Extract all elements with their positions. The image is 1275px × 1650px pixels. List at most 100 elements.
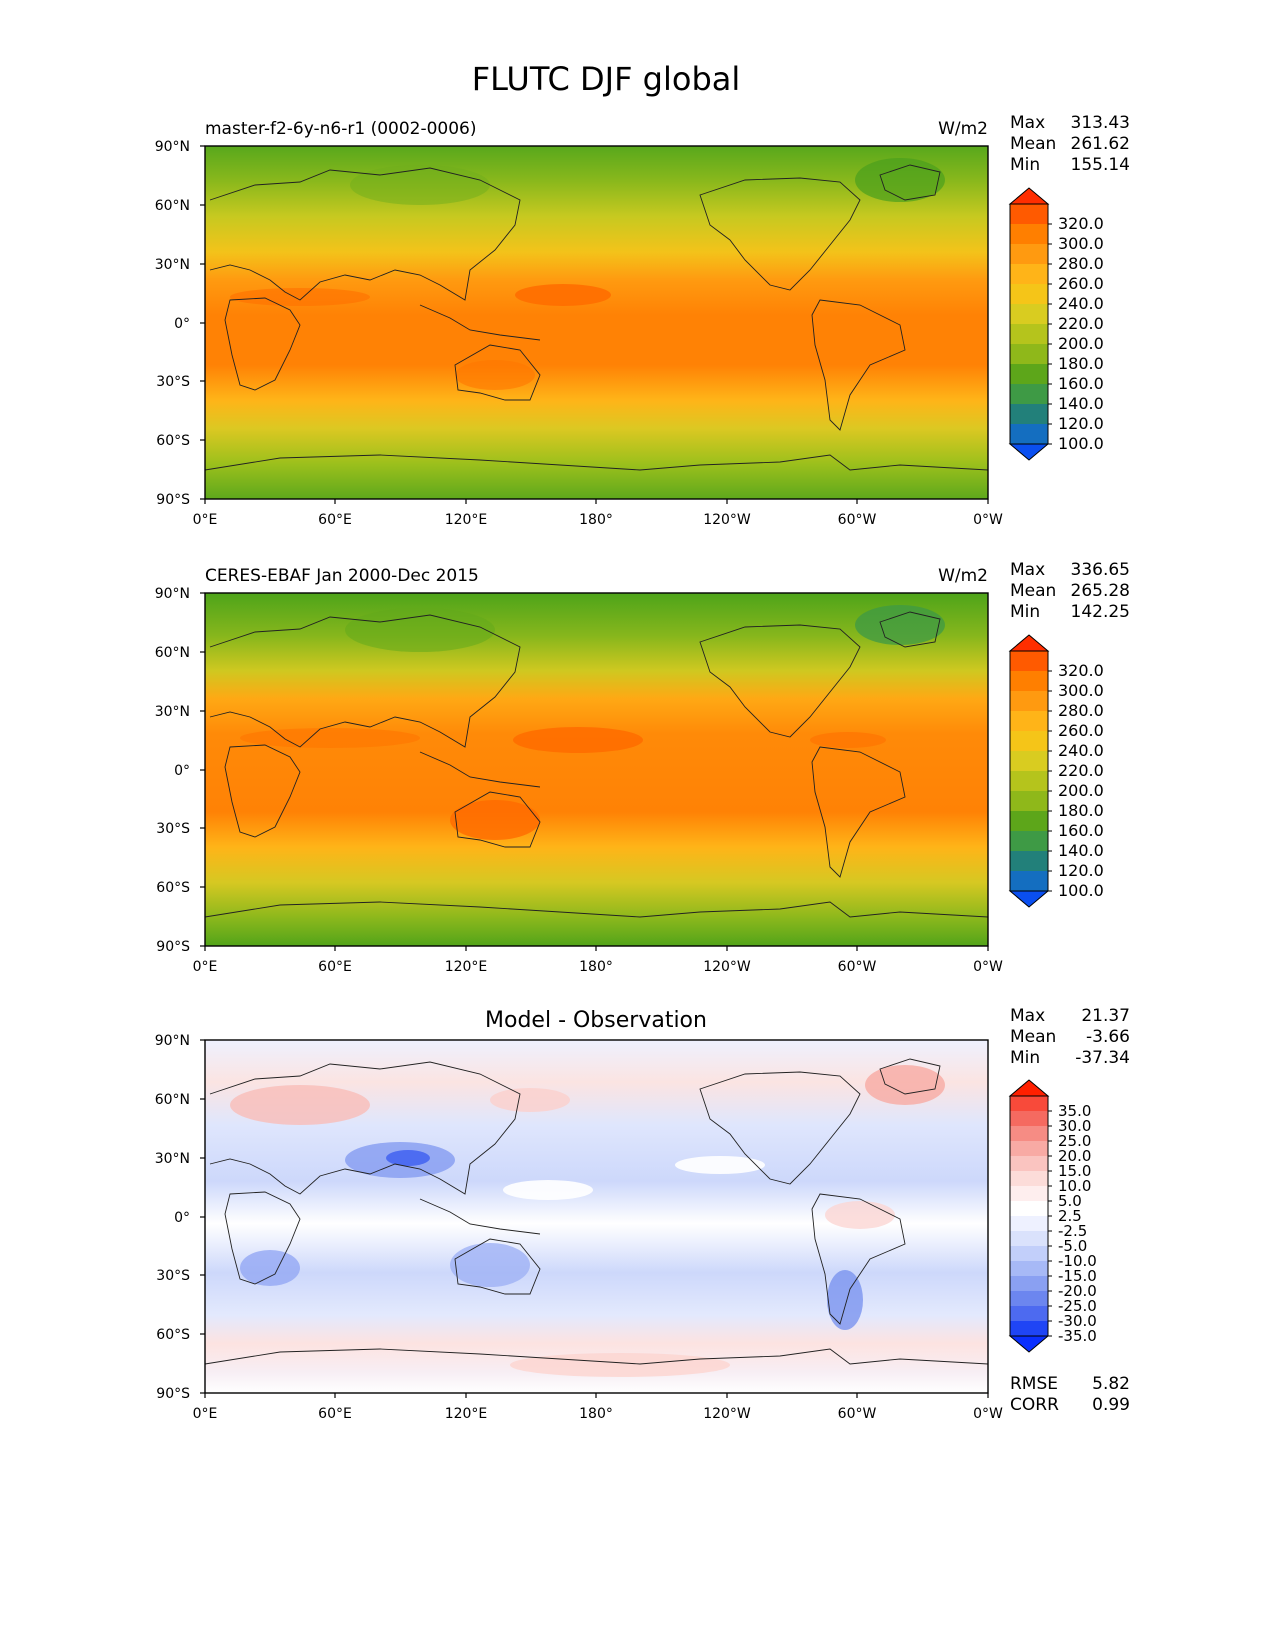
colorbar-tick-label: 100.0	[1058, 434, 1104, 453]
metrics-block: RMSE 5.82 CORR 0.99	[1010, 1374, 1130, 1415]
figure-title: FLUTC DJF global	[472, 60, 741, 98]
lon-tick-label: 120°W	[703, 512, 751, 528]
lat-tick-label: 60°N	[155, 645, 190, 661]
colorbar-segment	[1010, 264, 1048, 285]
colorbar-segment	[1010, 1096, 1048, 1112]
lat-tick-label: 30°S	[156, 821, 190, 837]
colorbar-tick-label: 200.0	[1058, 334, 1104, 353]
colorbar-segment	[1010, 384, 1048, 405]
lat-tick-label: 30°N	[155, 704, 190, 720]
colorbar-tick-label: 240.0	[1058, 741, 1104, 760]
colorbar-tick-label: 35.0	[1058, 1102, 1091, 1120]
colorbar-tick-label: -15.0	[1058, 1267, 1097, 1285]
colorbar-segment	[1010, 1276, 1048, 1292]
colorbar-tick-label: 160.0	[1058, 374, 1104, 393]
stat-mean-value: 265.28	[1071, 581, 1130, 601]
colorbar-segment	[1010, 404, 1048, 425]
colorbar-tick-label: 30.0	[1058, 1117, 1091, 1135]
panel-units: W/m2	[938, 566, 988, 586]
colorbar-segment	[1010, 1321, 1048, 1337]
lon-tick-label: 0°E	[193, 959, 218, 975]
stat-min-label: Min	[1010, 155, 1040, 175]
stat-mean-label: Mean	[1010, 581, 1056, 601]
lon-tick-label: 180°	[579, 512, 613, 528]
corr-label: CORR	[1010, 1395, 1059, 1415]
panel-difference: Model - Observation	[155, 1006, 1130, 1422]
colorbar-segment	[1010, 831, 1048, 852]
colorbar-extend-min	[1008, 443, 1050, 461]
lon-tick-label: 60°W	[838, 959, 877, 975]
lon-tick-label: 60°E	[318, 959, 352, 975]
lat-tick-label: 30°S	[156, 1268, 190, 1284]
lat-tick-label: 90°N	[155, 1033, 190, 1049]
coastlines	[204, 611, 989, 918]
stat-min-label: Min	[1010, 1048, 1040, 1068]
colorbar-tick-label: -20.0	[1058, 1282, 1097, 1300]
lon-tick-label: 60°W	[838, 512, 877, 528]
lat-tick-label: 30°N	[155, 1151, 190, 1167]
colorbar-tick-label: 320.0	[1058, 661, 1104, 680]
stat-mean-label: Mean	[1010, 134, 1056, 154]
lat-tick-label: 30°N	[155, 257, 190, 273]
colorbar-tick-label: 220.0	[1058, 761, 1104, 780]
lat-tick-label: 60°N	[155, 198, 190, 214]
colorbar-segment	[1010, 1246, 1048, 1262]
colorbar: 320.0300.0280.0260.0240.0220.0200.0180.0…	[1008, 187, 1104, 461]
colorbar-tick-label: -2.5	[1058, 1222, 1087, 1240]
colorbar-segment	[1010, 424, 1048, 445]
colorbar-tick-label: 140.0	[1058, 394, 1104, 413]
panel-observation: CERES-EBAF Jan 2000-Dec 2015 W/m2	[155, 560, 1130, 975]
colorbar-segment	[1010, 1186, 1048, 1202]
lon-tick-label: 60°E	[318, 512, 352, 528]
lat-tick-label: 60°S	[156, 880, 190, 896]
colorbar-tick-label: 120.0	[1058, 414, 1104, 433]
colorbar-extend-max	[1008, 1079, 1050, 1097]
lon-tick-label: 0°W	[973, 1406, 1003, 1422]
colorbar-tick-label: 180.0	[1058, 801, 1104, 820]
colorbar-tick-label: -25.0	[1058, 1297, 1097, 1315]
colorbar-segment	[1010, 1111, 1048, 1127]
colorbar-extend-max	[1008, 187, 1050, 205]
stats-block: Max 21.37 Mean -3.66 Min -37.34	[1010, 1006, 1130, 1068]
lat-tick-label: 60°N	[155, 1092, 190, 1108]
panel-left-title: master-f2-6y-n6-r1 (0002-0006)	[205, 119, 477, 139]
colorbar-segment	[1010, 731, 1048, 752]
lon-tick-label: 0°E	[193, 512, 218, 528]
colorbar-segment	[1010, 711, 1048, 732]
colorbar-segment	[1010, 244, 1048, 265]
colorbar-tick-label: 20.0	[1058, 1147, 1091, 1165]
colorbar-segment	[1010, 1171, 1048, 1187]
colorbar-segment	[1010, 691, 1048, 712]
colorbar-segment	[1010, 771, 1048, 792]
colorbar-segment	[1010, 1201, 1048, 1217]
panel-center-title: Model - Observation	[485, 1008, 707, 1033]
colorbar-tick-label: 320.0	[1058, 214, 1104, 233]
stat-max-label: Max	[1010, 560, 1045, 580]
colorbar-tick-label: 100.0	[1058, 881, 1104, 900]
lon-axis	[204, 1393, 989, 1398]
lat-axis	[200, 145, 205, 500]
lat-tick-label: 0°	[174, 316, 190, 332]
stat-max-label: Max	[1010, 113, 1045, 133]
colorbar: 320.0300.0280.0260.0240.0220.0200.0180.0…	[1008, 634, 1104, 908]
panel-left-title: CERES-EBAF Jan 2000-Dec 2015	[205, 566, 479, 586]
colorbar-tick-label: 280.0	[1058, 254, 1104, 273]
lat-tick-label: 90°S	[156, 939, 190, 955]
colorbar-tick-label: 2.5	[1058, 1207, 1082, 1225]
stat-min-value: -37.34	[1075, 1048, 1130, 1068]
coastlines	[204, 1058, 989, 1365]
stat-max-value: 313.43	[1071, 113, 1130, 133]
stats-block: Max 313.43 Mean 261.62 Min 155.14	[1010, 113, 1130, 175]
map-field	[205, 593, 988, 946]
colorbar-tick-label: -10.0	[1058, 1252, 1097, 1270]
colorbar-segment	[1010, 364, 1048, 385]
colorbar-tick-label: 180.0	[1058, 354, 1104, 373]
lon-tick-label: 60°E	[318, 1406, 352, 1422]
colorbar-tick-label: -5.0	[1058, 1237, 1087, 1255]
rmse-value: 5.82	[1092, 1374, 1130, 1394]
lon-axis	[204, 499, 989, 504]
colorbar-tick-label: 120.0	[1058, 861, 1104, 880]
stat-max-value: 21.37	[1081, 1006, 1130, 1026]
lat-axis	[200, 592, 205, 947]
stat-min-value: 142.25	[1071, 602, 1130, 622]
